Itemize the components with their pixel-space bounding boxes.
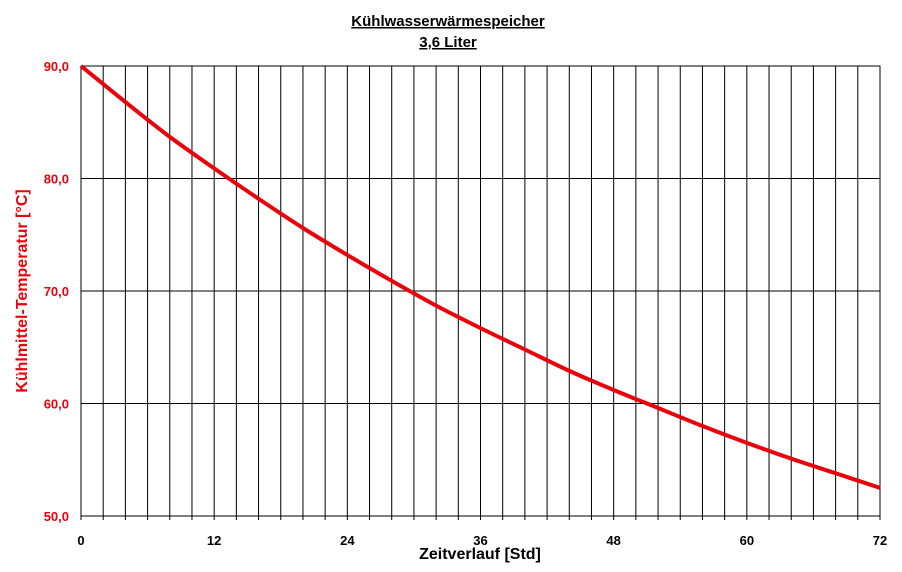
chart-subtitle: 3,6 Liter [419, 34, 477, 51]
x-tick-label: 36 [473, 533, 487, 548]
y-tick-label: 90,0 [44, 59, 69, 74]
y-tick-label: 60,0 [44, 397, 69, 412]
x-axis-label: Zeitverlauf [Std] [419, 546, 541, 563]
x-minor-ticks [80, 516, 881, 520]
x-tick-label: 0 [77, 533, 84, 548]
y-tick-label: 70,0 [44, 284, 69, 299]
y-tick-label: 50,0 [44, 509, 69, 524]
x-tick-labels: 0 12 24 36 48 60 72 [77, 533, 887, 548]
series-layer [79, 64, 881, 490]
chart-title: Kühlwasserwärmespeicher [351, 13, 545, 30]
y-tick-labels: 50,0 60,0 70,0 80,0 90,0 [44, 59, 69, 524]
x-tick-label: 72 [873, 533, 887, 548]
grid [81, 66, 880, 516]
y-axis-label: Kühlmittel-Temperatur [°C] [14, 189, 31, 392]
x-tick-label: 48 [606, 533, 620, 548]
series-line [79, 64, 881, 490]
y-tick-label: 80,0 [44, 172, 69, 187]
x-tick-label: 12 [207, 533, 221, 548]
x-tick-label: 60 [740, 533, 754, 548]
x-tick-label: 24 [340, 533, 355, 548]
